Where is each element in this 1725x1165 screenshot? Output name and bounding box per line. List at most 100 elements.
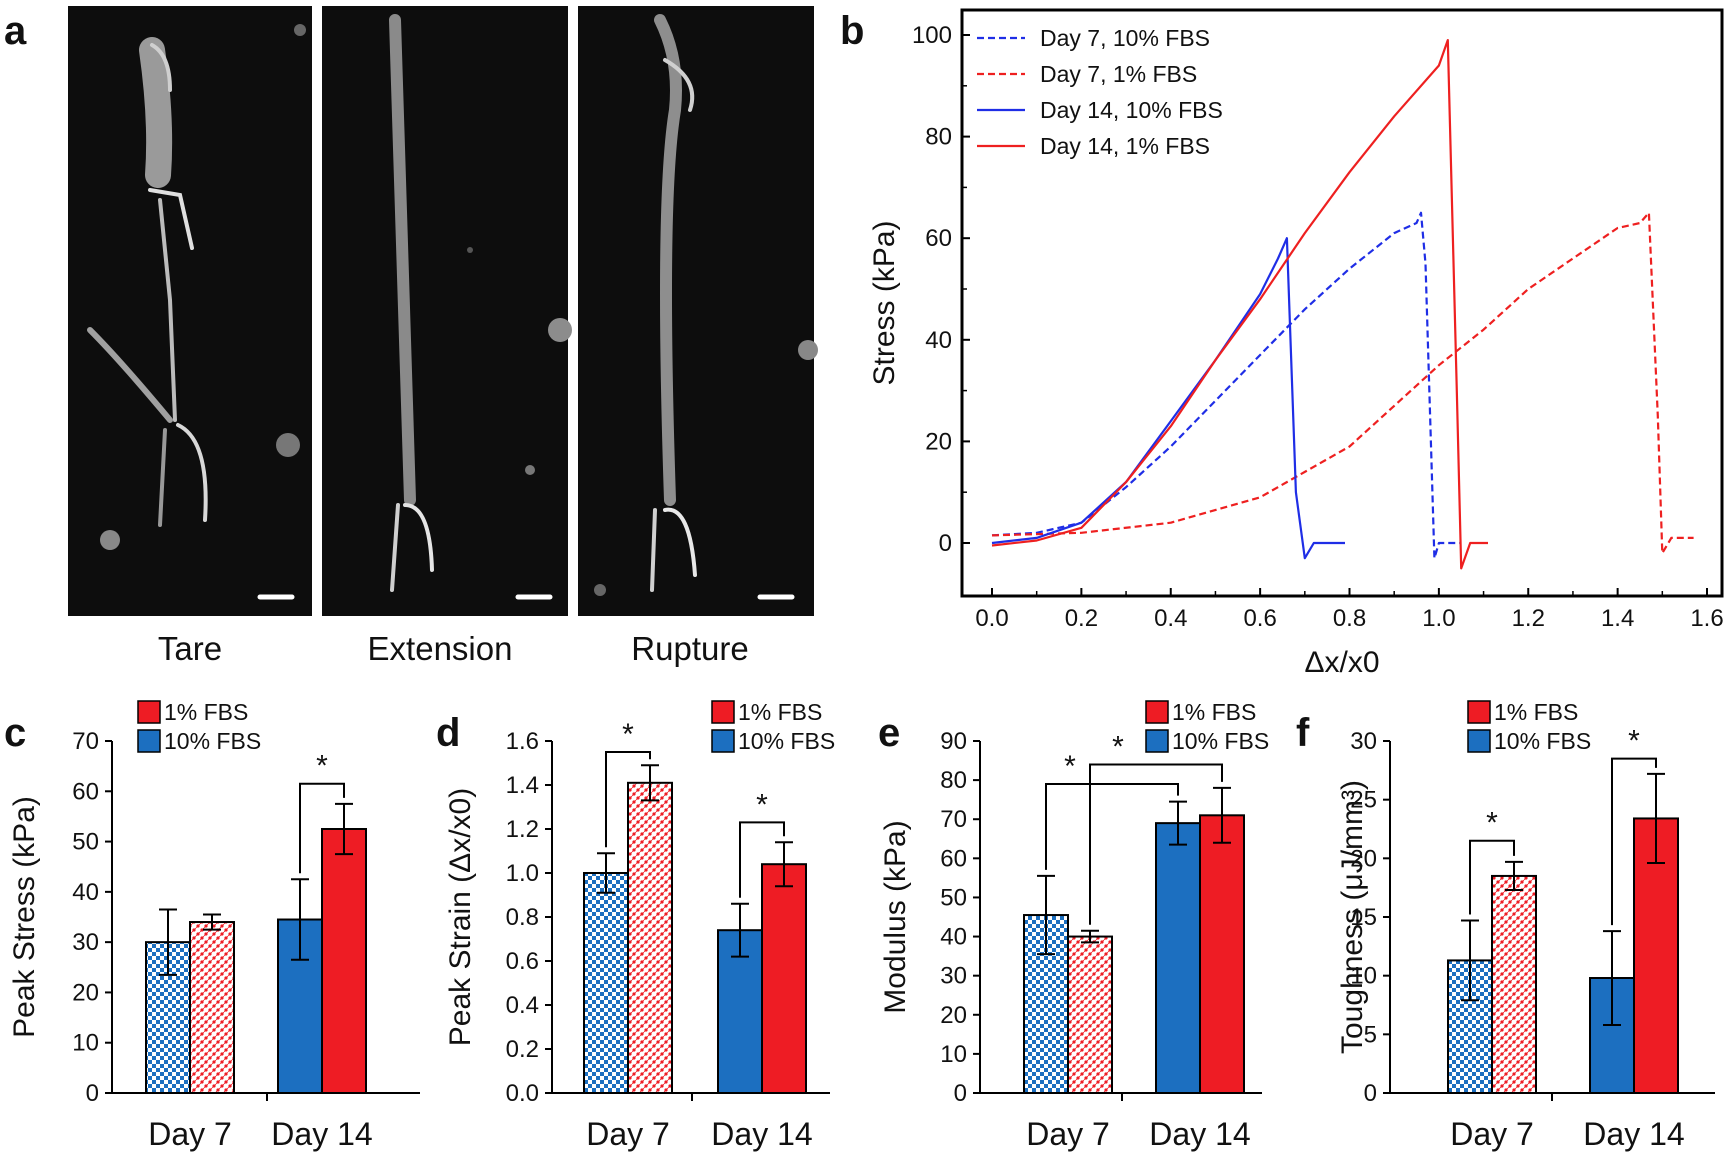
chart-f: 0 5 10 15 20 25 30 Toughness (μJ/mm³) Day 7 Day 1…: [1336, 699, 1715, 1152]
x-tick-label-b: 0.6: [1243, 605, 1276, 632]
y-axis-label-b: Stress (kPa): [868, 220, 901, 385]
plot-frame-b: [960, 8, 1724, 598]
y-tick-label-d: 1.2: [506, 816, 539, 843]
significance-star-d: *: [756, 788, 768, 821]
y-tick-label-e: 30: [940, 963, 967, 990]
significance-bracket-f: [1611, 757, 1657, 926]
panel-label-e: e: [878, 711, 900, 755]
y-axis-label-d: Peak Strain (Δx/x0): [444, 788, 477, 1046]
panel-label-c: c: [4, 711, 26, 755]
y-tick-label-f: 30: [1350, 728, 1377, 755]
legend-label-d: 1% FBS: [738, 699, 822, 725]
bar-d: [627, 781, 673, 1094]
caption-tare: Tare: [158, 630, 222, 667]
significance-bracket-d: [739, 821, 785, 898]
y-tick-label-f: 10: [1350, 963, 1377, 990]
x-tick-label-b: 1.4: [1601, 605, 1634, 632]
y-tick-label-c: 60: [72, 778, 99, 805]
legend-swatch-e: [1145, 700, 1169, 724]
legend-label-d: 10% FBS: [738, 728, 835, 754]
category-label-c: Day 7: [148, 1116, 232, 1152]
x-tick-label-b: 1.2: [1512, 605, 1545, 632]
y-tick-label-b: 0: [939, 530, 952, 557]
x-tick-label-b: 1.0: [1422, 605, 1455, 632]
category-label-c: Day 14: [271, 1116, 372, 1152]
significance-bracket-e: [1045, 783, 1179, 870]
series-line-b: [991, 211, 1694, 555]
fiber-extension: [389, 14, 572, 600]
y-tick-label-e: 50: [940, 884, 967, 911]
panel-label-d: d: [436, 711, 460, 755]
category-label-d: Day 14: [711, 1116, 812, 1152]
y-tick-label-d: 1.6: [506, 728, 539, 755]
legend-swatch-c: [137, 729, 161, 753]
y-tick-label-d: 0.0: [506, 1080, 539, 1107]
bar-e: [1199, 814, 1245, 1094]
significance-star-f: *: [1628, 725, 1640, 758]
y-tick-label-b: 100: [912, 22, 952, 49]
caption-extension: Extension: [368, 630, 513, 667]
significance-bracket-d: [605, 751, 651, 848]
chart-d: 0.0 0.2 0.4 0.6 0.8 1.0 1.2 1.4 1.6 Peak Strain (…: [444, 699, 835, 1152]
series-line-b: [991, 38, 1488, 570]
y-tick-label-c: 0: [86, 1080, 99, 1107]
y-tick-label-c: 20: [72, 979, 99, 1006]
category-label-f: Day 7: [1450, 1116, 1534, 1152]
legend-label-f: 1% FBS: [1494, 699, 1578, 725]
legend-label-b: Day 7, 1% FBS: [1040, 61, 1197, 87]
significance-bracket-e: [1089, 763, 1223, 925]
image-rupture: [578, 6, 814, 616]
bar-c: [189, 921, 235, 1094]
category-label-f: Day 14: [1583, 1116, 1684, 1152]
category-label-d: Day 7: [586, 1116, 670, 1152]
y-tick-label-e: 20: [940, 1002, 967, 1029]
x-tick-label-b: 0.8: [1333, 605, 1366, 632]
bar-c: [321, 828, 367, 1094]
y-tick-label-e: 40: [940, 924, 967, 951]
legend-label-c: 10% FBS: [164, 728, 261, 754]
bar-d: [761, 863, 807, 1095]
legend-swatch-f: [1467, 700, 1491, 724]
x-tick-label-b: 0.0: [975, 605, 1008, 632]
legend-label-b: Day 7, 10% FBS: [1040, 25, 1210, 51]
series-line-b: [991, 211, 1462, 560]
legend-label-e: 1% FBS: [1172, 699, 1256, 725]
x-axis-label-b: Δx/x0: [1304, 646, 1379, 679]
y-axis-label-c: Peak Stress (kPa): [8, 796, 41, 1038]
significance-star-e: *: [1064, 750, 1076, 783]
y-tick-label-f: 25: [1350, 787, 1377, 814]
y-tick-label-d: 0.8: [506, 904, 539, 931]
y-tick-label-b: 20: [925, 428, 952, 455]
y-axis-label-f: Toughness (μJ/mm³): [1336, 780, 1369, 1054]
bar-d: [583, 872, 629, 1094]
bar-e: [1067, 935, 1113, 1094]
panel-label-f: f: [1296, 711, 1310, 755]
chart-c: 0 10 20 30 40 50 60 70 Peak Stress (kPa) Day 7 Day…: [8, 699, 420, 1152]
y-tick-label-e: 10: [940, 1041, 967, 1068]
y-tick-label-e: 60: [940, 845, 967, 872]
bar-e: [1155, 822, 1201, 1095]
legend-swatch-e: [1145, 729, 1169, 753]
image-extension: [322, 6, 568, 616]
y-tick-label-c: 30: [72, 929, 99, 956]
panel-a-images: [68, 6, 818, 616]
legend-label-f: 10% FBS: [1494, 728, 1591, 754]
y-tick-label-e: 90: [940, 728, 967, 755]
legend-swatch-d: [711, 729, 735, 753]
panel-label-a: a: [4, 9, 27, 53]
y-tick-label-f: 5: [1364, 1021, 1377, 1048]
legend-label-b: Day 14, 10% FBS: [1040, 97, 1223, 123]
x-tick-label-b: 0.4: [1154, 605, 1187, 632]
significance-star-d: *: [622, 718, 634, 751]
significance-bracket-c: [299, 782, 345, 874]
bar-f: [1491, 874, 1537, 1095]
significance-bracket-f: [1469, 839, 1515, 915]
x-tick-label-b: 1.6: [1690, 605, 1723, 632]
y-tick-label-f: 20: [1350, 845, 1377, 872]
legend-label-c: 1% FBS: [164, 699, 248, 725]
category-label-e: Day 14: [1149, 1116, 1250, 1152]
y-tick-label-c: 50: [72, 829, 99, 856]
y-tick-label-c: 70: [72, 728, 99, 755]
significance-star-c: *: [316, 750, 328, 783]
